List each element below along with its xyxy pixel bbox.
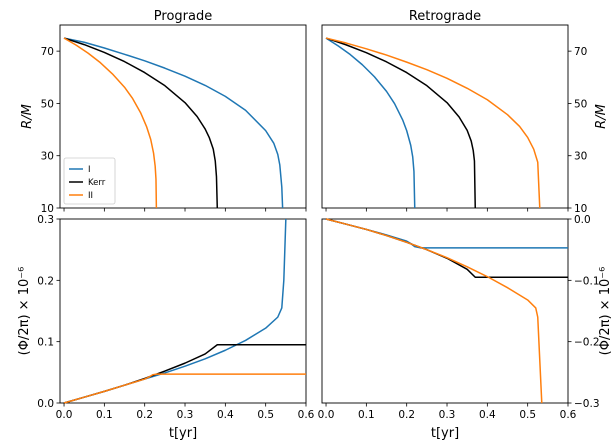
y-tick-label-retrograde-radius: 30 (574, 151, 587, 163)
series-group-prograde-radius (63, 37, 284, 209)
ylabel-prograde-radius: R/M (20, 104, 35, 129)
x-tick-label-prograde-phase: 0.3 (177, 409, 194, 421)
panel-prograde-radius: Prograde 10 30 50 70 R/M I Kerr II (20, 9, 307, 215)
axes-frame-prograde-phase (59, 218, 307, 404)
series-line-retrograde-phase-II (325, 218, 543, 404)
x-tick-label-retrograde-phase: 0.0 (318, 409, 335, 421)
y-tick-label-retrograde-radius: 10 (574, 203, 587, 215)
y-tick-label-retrograde-radius: 50 (574, 98, 587, 110)
y-tick-label-retrograde-phase: −0.1 (574, 275, 600, 287)
x-tick-label-retrograde-phase: 0.1 (358, 409, 375, 421)
y-tick-label-prograde-radius: 10 (41, 203, 54, 215)
xlabel-prograde-phase: t[yr] (169, 426, 197, 441)
x-tick-label-prograde-phase: 0.6 (298, 409, 315, 421)
series-line-prograde-phase-I (63, 218, 287, 404)
x-tick-label-prograde-phase: 0.0 (56, 409, 73, 421)
y-tick-label-prograde-phase: 0.3 (37, 214, 54, 226)
x-tick-label-prograde-phase: 0.1 (96, 409, 113, 421)
series-line-prograde-radius-II (63, 37, 158, 209)
legend-label-II: II (88, 191, 93, 201)
series-line-retrograde-radius-Kerr (325, 37, 476, 209)
x-tick-label-retrograde-phase: 0.4 (479, 409, 496, 421)
y-tick-label-prograde-radius: 70 (41, 46, 54, 58)
x-tick-label-retrograde-phase: 0.6 (560, 409, 577, 421)
y-tick-label-retrograde-radius: 70 (574, 46, 587, 58)
series-group-prograde-phase (63, 218, 306, 404)
series-line-retrograde-radius-I (325, 37, 416, 209)
y-tick-label-prograde-radius: 50 (41, 98, 54, 110)
series-group-retrograde-radius (325, 37, 541, 209)
ticks-retrograde-phase: 0.0 0.1 0.2 0.3 0.4 0.5 0.6−0.3 −0.2 −0.1 0.0 (318, 214, 600, 421)
axes-frame-retrograde-radius (321, 24, 569, 209)
x-tick-label-prograde-phase: 0.4 (217, 409, 234, 421)
ticks-retrograde-radius: 10 30 50 70 (325, 46, 587, 215)
series-group-retrograde-phase (325, 218, 568, 404)
panel-retrograde-radius: Retrograde 10 30 50 70 R/M (321, 9, 609, 215)
panel-prograde-phase: 0.0 0.1 0.2 0.3 0.4 0.5 0.60.00.10.20.3 t[yr] … (17, 214, 315, 441)
x-tick-label-prograde-phase: 0.2 (136, 409, 153, 421)
legend-label-I: I (88, 165, 91, 175)
y-tick-label-retrograde-phase: 0.0 (574, 214, 591, 226)
series-line-retrograde-radius-II (325, 37, 541, 209)
axes-frame-prograde-radius (59, 24, 307, 209)
x-tick-label-prograde-phase: 0.5 (257, 409, 274, 421)
panel-title-retrograde: Retrograde (409, 9, 481, 24)
x-tick-label-retrograde-phase: 0.3 (439, 409, 456, 421)
y-tick-label-retrograde-phase: −0.3 (574, 398, 600, 410)
y-tick-label-prograde-phase: 0.1 (37, 337, 54, 349)
ticks-prograde-radius: 10 30 50 70 (41, 46, 307, 215)
ticks-prograde-phase: 0.0 0.1 0.2 0.3 0.4 0.5 0.6 0.0 0.1 0.2 0.3 (37, 214, 314, 421)
y-tick-label-prograde-phase: 0.0 (37, 398, 54, 410)
axes-frame-retrograde-phase (321, 218, 569, 404)
series-line-prograde-phase-II (63, 373, 306, 404)
x-tick-label-retrograde-phase: 0.2 (398, 409, 415, 421)
x-tick-label-retrograde-phase: 0.5 (519, 409, 536, 421)
legend-label-Kerr: Kerr (88, 178, 106, 188)
legend: I Kerr II (63, 157, 116, 205)
xlabel-retrograde-phase: t[yr] (431, 426, 459, 441)
series-line-prograde-radius-Kerr (63, 37, 219, 209)
series-line-prograde-radius-I (63, 37, 284, 209)
ylabel-retrograde-phase: (Φ/2π) × 10⁻⁶ (598, 267, 613, 356)
y-tick-label-prograde-radius: 30 (41, 151, 54, 163)
ylabel-retrograde-radius: R/M (594, 104, 609, 129)
y-tick-label-prograde-phase: 0.2 (37, 275, 54, 287)
series-line-retrograde-phase-I (325, 218, 568, 249)
panel-retrograde-phase: 0.0 0.1 0.2 0.3 0.4 0.5 0.6−0.3 −0.2 −0.1 0.0 t[y… (318, 214, 613, 441)
ylabel-prograde-phase: (Φ/2π) × 10⁻⁶ (17, 267, 32, 356)
panel-title-prograde: Prograde (154, 9, 212, 24)
y-tick-label-retrograde-phase: −0.2 (574, 337, 600, 349)
